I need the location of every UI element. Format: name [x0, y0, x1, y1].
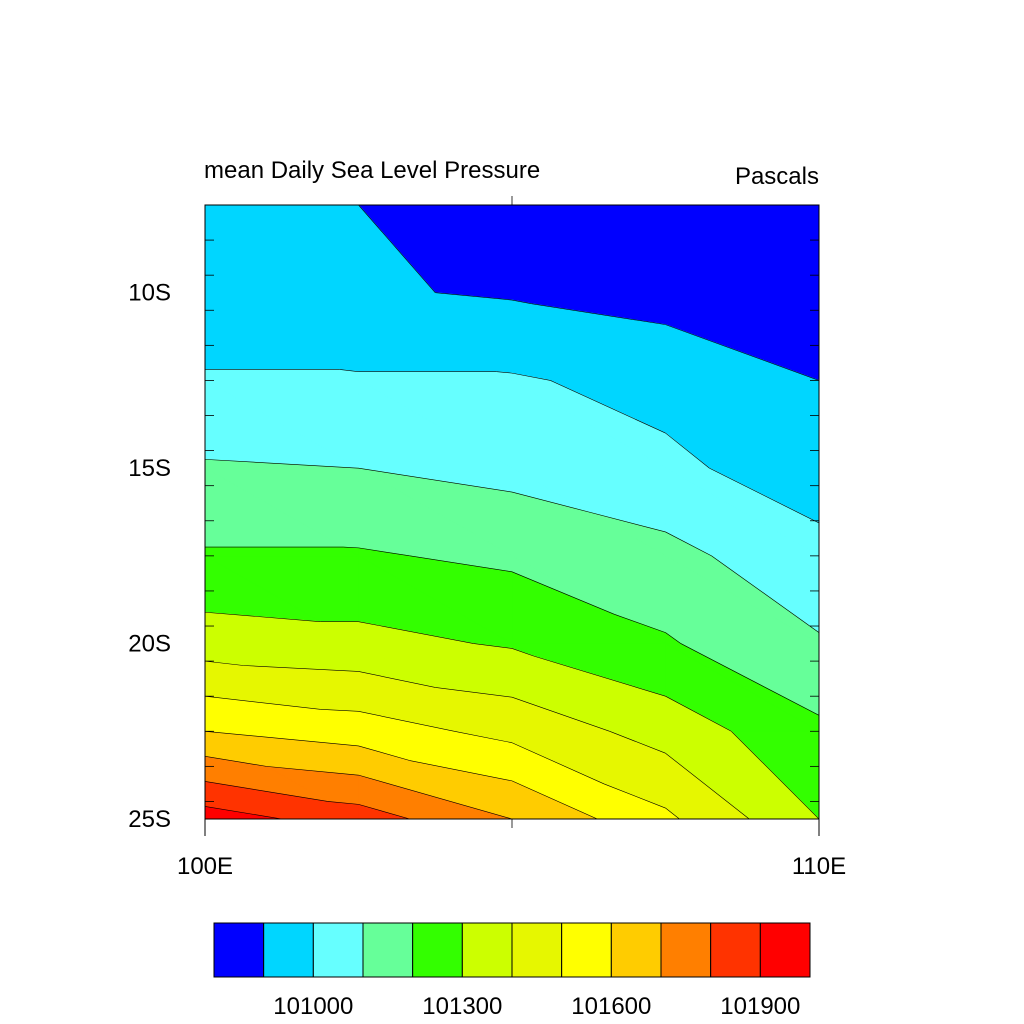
contour-line-7 — [409, 760, 513, 782]
contour-line-6 — [320, 709, 359, 712]
contour-line-4 — [473, 643, 513, 649]
contour-line-0 — [358, 205, 436, 293]
colorbar-tick-label: 101000 — [273, 993, 353, 1020]
contour-line-5 — [243, 665, 359, 672]
contour-line-0 — [511, 299, 532, 304]
contour-line-8 — [358, 774, 513, 819]
chart-units-label: Pascals — [735, 163, 819, 190]
contour-line-1 — [511, 372, 551, 381]
contour-fills — [205, 205, 819, 819]
y-tick-label: 10S — [128, 280, 171, 307]
colorbar-tick-label: 101900 — [720, 993, 800, 1020]
colorbar-box-10 — [710, 922, 761, 978]
colorbar-box-8 — [610, 922, 662, 978]
x-tick-label: 100E — [177, 853, 233, 880]
y-tick-label: 25S — [128, 806, 171, 833]
colorbar-box-7 — [561, 922, 612, 978]
contour-line-1 — [339, 369, 359, 372]
contour-line-0 — [665, 324, 819, 381]
contour-line-5 — [665, 752, 750, 819]
contour-line-9 — [358, 804, 410, 819]
contour-line-2 — [711, 555, 819, 633]
contour-line-3 — [665, 632, 682, 644]
y-tick-label: 15S — [128, 455, 171, 482]
contour-line-6 — [205, 695, 321, 710]
contour-line-7 — [511, 780, 598, 819]
contour-band-5 — [665, 730, 819, 819]
contour-line-2 — [205, 459, 359, 469]
contour-line-2 — [511, 491, 589, 513]
contour-line-1 — [496, 371, 513, 374]
contour-line-7 — [205, 730, 359, 747]
contour-line-5 — [205, 660, 244, 666]
contour-line-8 — [266, 766, 359, 776]
contour-band-2 — [358, 371, 513, 381]
colorbar-box-0 — [213, 922, 265, 978]
contour-line-1 — [550, 380, 666, 434]
contour-line-8 — [205, 756, 267, 767]
colorbar-box-3 — [362, 922, 414, 978]
colorbar-legend: 101000 101300 101600 101900 — [213, 922, 811, 1020]
contour-line-5 — [435, 687, 513, 698]
contour-line-3 — [614, 614, 666, 633]
contour-line-5 — [609, 731, 666, 754]
contour-band-4 — [205, 546, 359, 557]
colorbar-box-9 — [660, 922, 712, 978]
contour-line-2 — [588, 511, 666, 533]
contour-line-5 — [358, 671, 436, 688]
contour-line-1 — [665, 432, 710, 469]
contour-line-2 — [358, 467, 513, 493]
contour-lines — [205, 205, 819, 819]
y-tick-label: 20S — [128, 631, 171, 658]
contour-line-4 — [358, 621, 474, 644]
contour-line-0 — [531, 303, 666, 325]
colorbar-box-4 — [412, 922, 463, 978]
colorbar-box-1 — [263, 922, 314, 978]
x-tick-label: 110E — [792, 853, 846, 880]
contour-line-9 — [205, 781, 328, 802]
contour-line-7 — [358, 745, 410, 761]
contour-line-2 — [665, 531, 712, 557]
contour-line-4 — [665, 695, 732, 732]
colorbar-box-6 — [511, 922, 563, 978]
contour-line-3 — [409, 555, 513, 573]
contour-line-4 — [511, 648, 535, 657]
chart-title: mean Daily Sea Level Pressure — [204, 157, 540, 184]
contour-line-3 — [511, 571, 615, 615]
contour-line-6 — [454, 730, 513, 744]
colorbar-tick-label: 101300 — [422, 993, 502, 1020]
contour-line-3 — [680, 643, 819, 716]
contour-line-5 — [511, 696, 610, 732]
contour-line-3 — [343, 546, 359, 549]
contour-line-4 — [205, 611, 321, 622]
contour-line-1 — [709, 467, 819, 524]
contour-line-4 — [533, 655, 666, 697]
contour-line-6 — [511, 742, 605, 785]
contour-line-6 — [603, 783, 666, 809]
contour-line-0 — [435, 292, 513, 301]
contour-line-4 — [731, 731, 819, 819]
contour-line-3 — [358, 547, 410, 557]
colorbar-box-5 — [461, 922, 513, 978]
contour-band-2 — [205, 369, 359, 381]
contour-line-6 — [665, 807, 680, 819]
contour-line-10 — [205, 806, 282, 819]
colorbar-box-11 — [759, 922, 811, 978]
contour-line-6 — [358, 711, 455, 732]
colorbar-box-2 — [312, 922, 364, 978]
contour-line-9 — [327, 801, 359, 805]
colorbar-tick-label: 101600 — [571, 993, 651, 1020]
